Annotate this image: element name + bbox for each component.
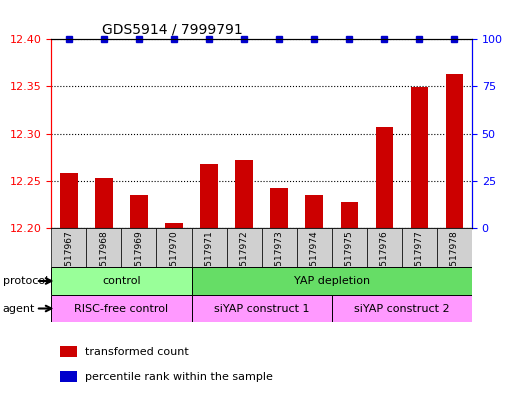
Text: GSM1517978: GSM1517978 [450,230,459,291]
Text: percentile rank within the sample: percentile rank within the sample [85,372,273,382]
FancyBboxPatch shape [297,228,332,267]
Text: siYAP construct 2: siYAP construct 2 [354,303,450,314]
FancyBboxPatch shape [191,295,332,322]
Text: GSM1517971: GSM1517971 [205,230,213,291]
FancyBboxPatch shape [332,295,472,322]
FancyBboxPatch shape [51,228,86,267]
Bar [305,195,323,228]
FancyBboxPatch shape [437,228,472,267]
FancyBboxPatch shape [262,228,297,267]
Bar [235,160,253,228]
FancyBboxPatch shape [367,228,402,267]
FancyBboxPatch shape [191,267,472,295]
FancyBboxPatch shape [86,228,122,267]
Bar [60,173,77,228]
Bar [95,178,113,228]
Text: GDS5914 / 7999791: GDS5914 / 7999791 [102,23,243,37]
Text: GSM1517974: GSM1517974 [310,230,319,290]
Bar [341,202,358,228]
Text: YAP depletion: YAP depletion [293,276,370,286]
Text: GSM1517975: GSM1517975 [345,230,354,291]
Bar [270,188,288,228]
Bar [376,127,393,228]
Text: GSM1517970: GSM1517970 [169,230,179,291]
Text: GSM1517977: GSM1517977 [415,230,424,291]
Bar [60,371,76,382]
FancyBboxPatch shape [402,228,437,267]
FancyBboxPatch shape [332,228,367,267]
Bar [130,195,148,228]
FancyBboxPatch shape [156,228,191,267]
Bar [446,74,463,228]
Bar [200,164,218,228]
Bar [60,346,76,357]
FancyBboxPatch shape [51,267,191,295]
Text: GSM1517972: GSM1517972 [240,230,249,290]
FancyBboxPatch shape [227,228,262,267]
Text: protocol: protocol [3,276,48,286]
Text: siYAP construct 1: siYAP construct 1 [214,303,309,314]
Text: GSM1517968: GSM1517968 [100,230,108,291]
FancyBboxPatch shape [191,228,227,267]
Text: GSM1517973: GSM1517973 [274,230,284,291]
FancyBboxPatch shape [51,295,191,322]
Text: agent: agent [3,303,35,314]
Text: GSM1517967: GSM1517967 [64,230,73,291]
Bar [410,87,428,228]
Text: transformed count: transformed count [85,347,189,357]
Text: GSM1517976: GSM1517976 [380,230,389,291]
Text: RISC-free control: RISC-free control [74,303,168,314]
Text: control: control [102,276,141,286]
Text: GSM1517969: GSM1517969 [134,230,144,291]
Bar [165,223,183,228]
FancyBboxPatch shape [122,228,156,267]
